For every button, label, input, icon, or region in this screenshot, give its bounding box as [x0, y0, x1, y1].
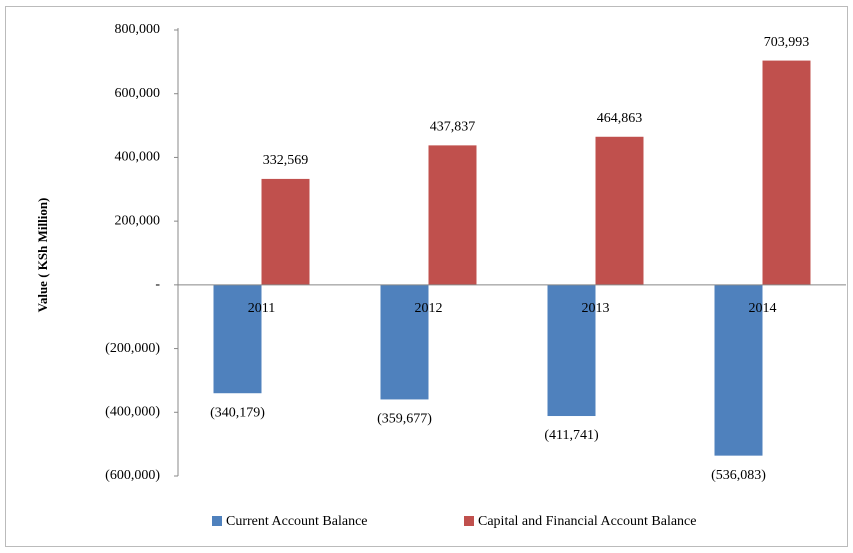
bar [428, 145, 477, 285]
y-tick-label: 600,000 [115, 86, 161, 101]
bar [714, 284, 763, 456]
value-label: (411,741) [544, 428, 599, 443]
bar [762, 60, 811, 285]
legend-swatch [464, 516, 474, 526]
legend-swatch [212, 516, 222, 526]
legend-label: Current Account Balance [226, 514, 368, 529]
legend-label: Capital and Financial Account Balance [478, 514, 696, 529]
value-label: (340,179) [210, 405, 265, 420]
value-label: 703,993 [764, 35, 810, 50]
bar [261, 178, 310, 285]
y-tick-label: (400,000) [105, 405, 160, 420]
bar [547, 284, 596, 417]
y-tick-label: - [155, 277, 160, 292]
y-axis-label: Value ( KSh Million) [35, 198, 50, 313]
bar [213, 284, 262, 394]
bar [595, 136, 644, 285]
bar [380, 284, 429, 400]
value-label: 437,837 [430, 120, 476, 135]
value-label: 332,569 [263, 153, 309, 168]
y-tick-label: 200,000 [115, 213, 161, 228]
value-label: (536,083) [711, 468, 766, 483]
y-tick-label: 800,000 [115, 22, 161, 37]
x-tick-label: 2011 [248, 301, 275, 316]
x-tick-label: 2012 [415, 301, 443, 316]
y-tick-label: (600,000) [105, 468, 160, 483]
y-tick-label: 400,000 [115, 150, 161, 165]
y-tick-label: (200,000) [105, 341, 160, 356]
x-tick-label: 2013 [582, 301, 610, 316]
value-label: 464,863 [597, 111, 643, 126]
x-tick-label: 2014 [749, 301, 777, 316]
frame [5, 6, 848, 547]
value-label: (359,677) [377, 412, 432, 427]
